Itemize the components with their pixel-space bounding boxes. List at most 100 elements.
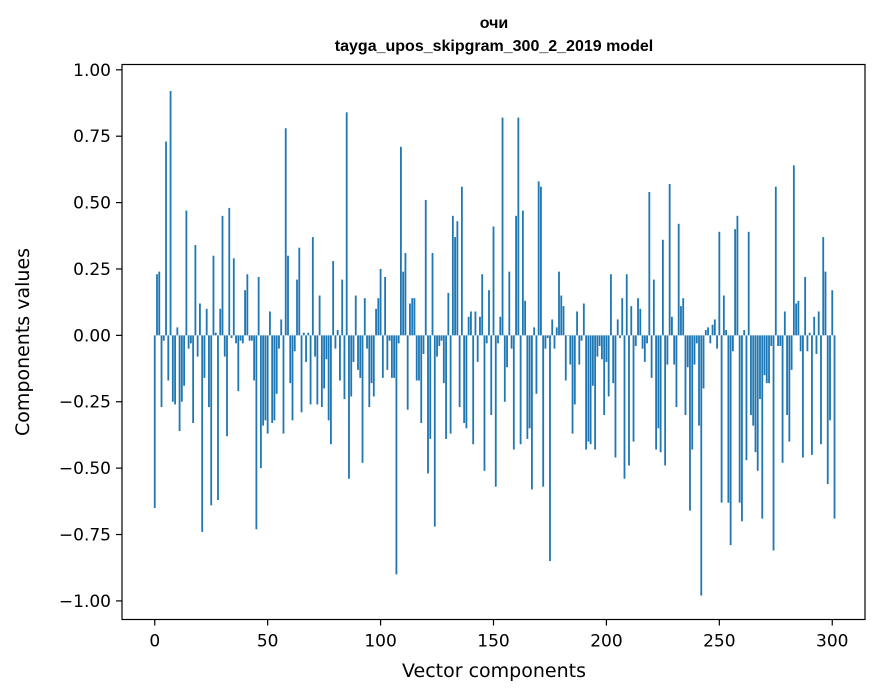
bar [768, 335, 770, 384]
bar [801, 335, 804, 458]
bar [180, 335, 183, 402]
bar [585, 335, 587, 450]
bar [580, 335, 583, 341]
bar [655, 335, 658, 450]
bar [671, 316, 673, 336]
bar [451, 215, 454, 336]
bar [214, 332, 217, 336]
y-tick-label: −0.25 [59, 393, 111, 413]
bar [759, 335, 761, 400]
bar [738, 335, 741, 503]
bar [521, 210, 524, 336]
bar [248, 335, 251, 341]
x-tick-label: 0 [149, 632, 160, 652]
bar [375, 308, 377, 336]
bar [788, 335, 791, 442]
bar [693, 335, 696, 365]
bar [628, 335, 630, 466]
bar [246, 274, 249, 336]
bar [418, 335, 420, 381]
bar [494, 335, 497, 487]
bar [174, 335, 176, 405]
bar [483, 335, 486, 471]
bar [686, 335, 689, 368]
bar [503, 335, 506, 402]
bar [553, 335, 556, 349]
bar [332, 261, 335, 336]
bar [506, 335, 508, 368]
x-axis-ticks: 0 50 100 150 200 250 300 [149, 619, 848, 652]
bar [289, 335, 292, 384]
bar [361, 335, 364, 463]
bar [456, 221, 459, 336]
bar [594, 335, 597, 450]
bar [519, 335, 522, 445]
bar [652, 279, 655, 336]
bar [632, 335, 635, 442]
bar [560, 295, 563, 336]
bar [497, 335, 499, 344]
plot-frame [121, 63, 866, 621]
bar [829, 335, 831, 421]
bar [711, 324, 714, 336]
bar [774, 186, 777, 336]
bar [535, 335, 538, 394]
bar [165, 141, 167, 336]
bar [183, 335, 186, 386]
bar [377, 298, 380, 336]
bar [368, 335, 371, 408]
bar [799, 335, 802, 352]
bar [772, 335, 775, 551]
bar [440, 335, 443, 341]
bar [777, 335, 779, 346]
bar [350, 335, 353, 397]
bar [472, 335, 475, 445]
bar [664, 335, 667, 466]
bar [241, 335, 244, 344]
y-axis-label: Components values [12, 248, 34, 436]
bar [189, 335, 192, 344]
bar [824, 271, 827, 336]
bar [366, 335, 368, 349]
bar [806, 335, 809, 352]
bar [648, 191, 651, 336]
bar [722, 295, 725, 336]
chart-subtitle: tayga_upos_skipgram_300_2_2019 model [335, 38, 653, 55]
bar [795, 303, 798, 336]
bar [305, 335, 307, 362]
bar [275, 335, 278, 394]
bar [736, 215, 739, 336]
bar [327, 335, 330, 421]
x-tick-label: 200 [590, 632, 622, 652]
bar [691, 335, 694, 450]
bar [682, 298, 685, 336]
bar [761, 335, 764, 519]
bar [433, 335, 436, 527]
bar [386, 335, 389, 370]
bar [745, 335, 748, 461]
bar [621, 298, 624, 336]
bar [526, 335, 529, 439]
bar [492, 226, 495, 336]
bar [702, 335, 705, 389]
bar [754, 335, 757, 453]
bar [524, 300, 527, 336]
bar [747, 231, 750, 336]
bar [530, 335, 533, 490]
y-tick-label: −0.50 [59, 459, 111, 479]
bar [325, 335, 328, 360]
bar [255, 335, 258, 530]
bar [582, 303, 585, 336]
bar [232, 258, 235, 336]
bar [596, 335, 599, 357]
bar [429, 335, 432, 439]
y-tick-label: 0.25 [73, 260, 111, 280]
bar [329, 335, 332, 445]
bar [208, 335, 210, 408]
bar [540, 186, 542, 336]
bar [731, 335, 734, 352]
bar [413, 298, 416, 336]
bar [709, 335, 712, 344]
bar [422, 335, 425, 354]
bar [641, 335, 644, 349]
